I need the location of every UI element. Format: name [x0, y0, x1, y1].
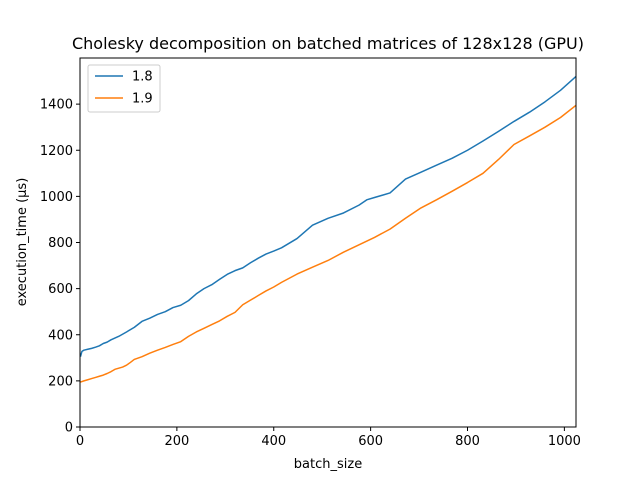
y-tick-label: 600 [48, 282, 73, 297]
y-tick-label: 1200 [40, 144, 73, 159]
y-tick-label: 200 [48, 374, 73, 389]
y-tick-label: 0 [65, 421, 73, 436]
x-tick-label: 600 [358, 434, 383, 449]
legend-label-1-9: 1.9 [132, 92, 153, 107]
y-axis-label: execution_time (µs) [15, 178, 30, 307]
x-tick-label: 200 [164, 434, 189, 449]
legend: 1.8 1.9 [87, 64, 161, 113]
series-line-1-9 [80, 104, 577, 383]
series-line-1-8 [79, 75, 577, 357]
y-tick-label: 800 [48, 236, 73, 251]
legend-label-1-8: 1.8 [132, 70, 153, 85]
axes-frame [79, 57, 577, 428]
x-tick-label: 400 [261, 434, 286, 449]
y-tick-label: 1000 [40, 190, 73, 205]
y-tick-label: 1400 [40, 98, 73, 113]
y-tick-label: 400 [48, 328, 73, 343]
x-tick-label: 1000 [548, 434, 581, 449]
x-tick-label: 800 [455, 434, 480, 449]
series-layer [79, 75, 577, 383]
ticks-layer: 0 200 400 600 800 1000 0 200 400 600 800 1000 1200 14… [40, 98, 581, 449]
x-tick-label: 0 [76, 434, 84, 449]
chart-title: Cholesky decomposition on batched matric… [72, 34, 584, 53]
x-axis-label: batch_size [294, 457, 362, 472]
